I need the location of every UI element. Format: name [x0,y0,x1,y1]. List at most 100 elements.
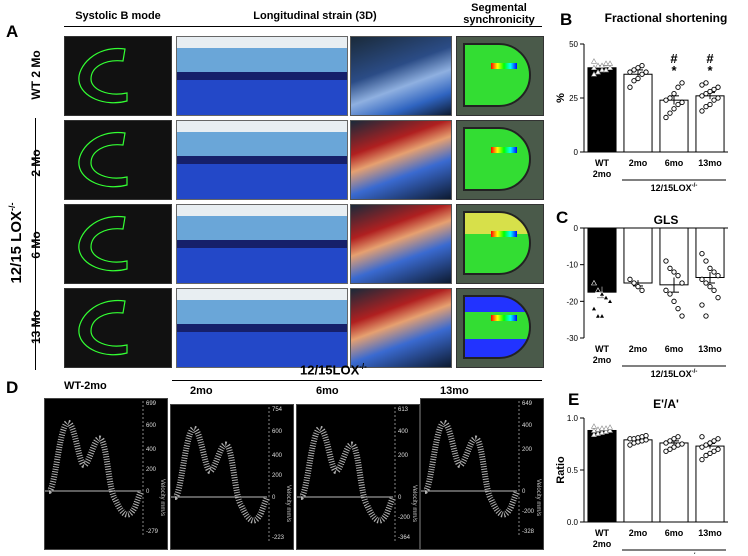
data-point [675,434,681,440]
doppler-header: 6mo [316,385,339,397]
row-label-6mo: 6 Mo [29,231,43,259]
data-point [590,279,597,286]
data-point [663,448,669,454]
bullseye-segments [463,43,531,107]
velocity-tick-label: -200 [522,509,535,515]
data-point [715,446,721,452]
doppler-waveform: 613 400 200 0 -200 -364 Velocity mm/s [297,407,417,543]
data-point [675,84,681,90]
data-point [594,62,601,68]
group-label: 12/15LOX-/- [651,369,698,379]
bar-13mo [695,445,725,523]
phase-color-bar [491,231,517,237]
y-tick-label: 0 [574,224,579,233]
data-point [667,446,673,452]
velocity-tick-label: 200 [146,467,157,473]
data-point [703,442,709,448]
doppler-waveform: 699 600 400 200 0 -279 Velocity mm/s [45,401,165,537]
data-point [711,448,717,454]
data-point [667,110,673,116]
y-tick-label: -20 [566,297,578,306]
velocity-tick-label: -200 [398,515,411,521]
data-point [635,284,641,290]
data-point [699,93,705,99]
velocity-tick-label: 613 [398,407,409,413]
x-tick-label: 2mo [593,169,612,179]
data-point [671,91,677,97]
doppler-trace-image: 754 600 400 200 0 -223 Velocity mm/s [170,404,294,550]
y-tick-label: 1.0 [567,414,579,423]
data-point [627,442,633,448]
y-tick-label: -10 [566,261,578,270]
data-point [667,265,673,271]
data-point [663,114,669,121]
y-tick-label: 0.0 [567,518,579,527]
x-tick-label: 6mo [665,528,684,538]
data-point [603,425,610,431]
data-point [675,273,681,279]
data-point [703,91,709,97]
velocity-tick-label: -223 [272,535,285,541]
data-point [663,440,669,446]
group-label: 12/15LOX-/- [651,183,698,193]
velocity-tick-label: 0 [398,495,402,501]
data-point [631,78,637,84]
b-mode-image [64,120,172,200]
velocity-axis-label: Velocity mm/s [285,485,291,522]
velocity-tick-label: 200 [398,453,409,459]
data-point [598,312,606,319]
data-point [598,425,606,431]
strain-curves-image [176,36,348,116]
significance-mark: * [671,63,677,78]
data-point [639,62,645,69]
panel-d-label: D [6,378,19,397]
x-tick-label: WT [595,528,609,538]
x-tick-label: 2mo [629,158,648,168]
data-point [715,95,721,101]
chart-title: E'/A' [653,397,679,411]
x-tick-label: 6mo [665,344,684,354]
data-point [631,67,637,73]
velocity-tick-label: 400 [522,423,533,429]
velocity-tick-label: -364 [398,535,411,541]
phase-color-bar [491,63,517,69]
x-tick-label: 2mo [629,344,648,354]
panel-c-label: C [556,208,569,227]
data-point [707,440,713,446]
y-tick-label: 0.5 [567,466,579,475]
doppler-trace-image: 699 600 400 200 0 -279 Velocity mm/s [44,398,168,550]
bar-2mo [623,439,653,523]
velocity-axis-label: Velocity mm/s [535,479,541,516]
bullseye-map-image [456,36,544,116]
panel-d-group-rule [172,380,542,381]
data-point [703,313,709,319]
group-bracket-line [35,118,36,370]
data-point [699,434,705,440]
header-rule [64,26,542,27]
data-point [607,424,614,430]
strain-curves-image [176,204,348,284]
bar-6mo [659,442,689,523]
data-point [715,295,721,301]
velocity-tick-label: 400 [146,447,157,453]
data-point [643,433,649,439]
bullseye-map-image [456,204,544,284]
velocity-tick-label: -279 [146,529,159,535]
data-point [715,436,721,442]
lv-contour-icon [78,299,128,356]
significance-mark: # [670,51,678,66]
x-tick-label: 13mo [698,344,722,354]
chart-title: GLS [654,213,679,227]
strain-3d-surface-image [350,204,452,284]
data-point [627,69,633,75]
bullseye-map-image [456,120,544,200]
data-point [643,69,649,75]
data-point [711,438,717,444]
doppler-trace-image: 649 400 200 0 -200 -328 Velocity mm/s [420,398,544,550]
data-point [663,97,669,103]
velocity-tick-label: 0 [272,495,276,501]
chart-e-a-ratio: E'/A'0.00.51.0RatioWT2mo2mo6mo13mo12/15L… [555,397,728,554]
data-point [671,444,677,450]
y-tick-label: 25 [569,94,578,103]
